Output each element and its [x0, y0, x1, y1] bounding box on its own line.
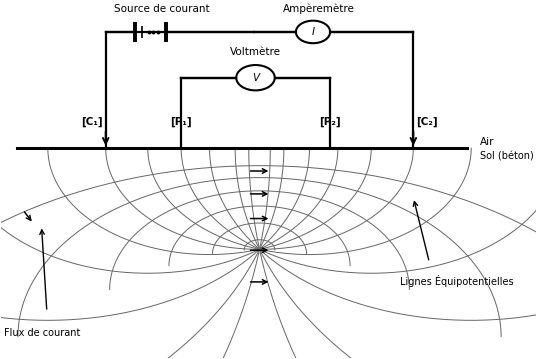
Text: Voltmètre: Voltmètre: [230, 47, 281, 57]
Text: V: V: [252, 73, 259, 83]
Text: Source de courant: Source de courant: [114, 4, 210, 14]
Text: [C₁]: [C₁]: [82, 117, 103, 127]
Text: Ampèremètre: Ampèremètre: [282, 3, 354, 14]
Text: [P₂]: [P₂]: [319, 117, 341, 127]
Circle shape: [296, 21, 330, 43]
Text: I: I: [312, 27, 315, 37]
Circle shape: [236, 65, 275, 90]
Text: Sol (béton): Sol (béton): [480, 152, 534, 162]
Text: Flux de courant: Flux de courant: [4, 328, 80, 338]
Text: Lignes Équipotentielles: Lignes Équipotentielles: [400, 275, 514, 287]
Text: [P₁]: [P₁]: [170, 117, 191, 127]
Text: [C₂]: [C₂]: [416, 117, 438, 127]
Text: Air: Air: [480, 137, 494, 147]
